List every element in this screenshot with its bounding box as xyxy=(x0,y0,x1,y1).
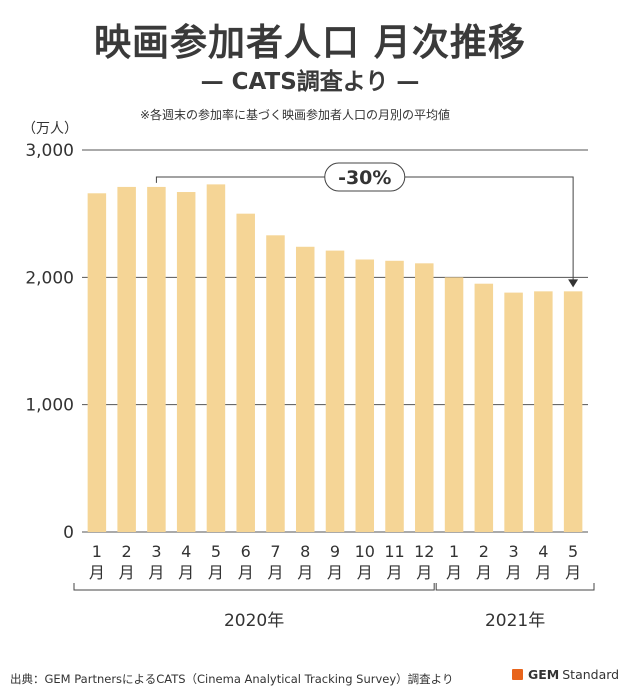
x-tick-label-number: 4 xyxy=(538,542,548,561)
bar xyxy=(355,259,375,532)
annotation-pill xyxy=(324,162,406,192)
brand-logo: GEM Standard xyxy=(512,667,619,682)
bar xyxy=(385,260,404,532)
chart-title: 映画参加者人口 月次推移 xyxy=(94,21,526,64)
bar xyxy=(117,186,136,532)
x-tick-label-month: 月 xyxy=(357,563,373,582)
logo-gem-text: GEM xyxy=(528,667,560,682)
bar xyxy=(474,283,494,532)
x-tick-label-number: 2 xyxy=(479,542,489,561)
y-tick-label: 3,000 xyxy=(25,141,74,161)
bar xyxy=(176,192,196,532)
x-tick-label-number: 11 xyxy=(384,542,404,561)
bar xyxy=(444,277,464,532)
chart-note: ※各週末の参加率に基づく映画参加者人口の月別の平均値 xyxy=(140,108,451,122)
x-tick-label-number: 3 xyxy=(508,542,518,561)
y-axis-unit: （万人） xyxy=(22,121,78,137)
x-tick-label-number: 1 xyxy=(449,542,459,561)
x-tick-label-month: 月 xyxy=(506,563,522,582)
annotation-label: -30% xyxy=(338,167,391,189)
x-tick-label-number: 9 xyxy=(330,542,340,561)
y-tick-label: 2,000 xyxy=(25,268,74,288)
x-tick-label-number: 2 xyxy=(122,542,132,561)
x-tick-label-month: 月 xyxy=(327,563,343,582)
bar xyxy=(206,184,226,532)
source-credit: 出典：GEM PartnersによるCATS（Cinema Analytical… xyxy=(10,672,454,686)
x-tick-label-month: 月 xyxy=(387,563,403,582)
bar xyxy=(147,186,166,532)
annotation-arrowhead-icon xyxy=(568,279,579,288)
logo-standard-text: Standard xyxy=(562,667,620,682)
x-tick-label-month: 月 xyxy=(476,563,492,582)
bar xyxy=(534,291,553,532)
x-tick-label-number: 12 xyxy=(414,542,434,561)
bar xyxy=(563,291,583,532)
bar xyxy=(325,250,345,533)
year-bracket xyxy=(435,583,595,591)
x-tick-label-month: 月 xyxy=(119,563,135,582)
x-tick-label-month: 月 xyxy=(267,563,283,582)
x-tick-label-number: 8 xyxy=(300,542,310,561)
bar xyxy=(504,292,523,532)
x-tick-label-month: 月 xyxy=(416,563,432,582)
x-tick-label-month: 月 xyxy=(446,563,462,582)
x-tick-label-number: 10 xyxy=(355,542,375,561)
y-tick-label: 1,000 xyxy=(25,396,74,416)
bar xyxy=(415,263,434,532)
year-bracket xyxy=(73,583,435,591)
x-tick-label-month: 月 xyxy=(89,563,105,582)
chart-subtitle: — CATS調査より — xyxy=(200,69,420,95)
x-tick-label-month: 月 xyxy=(565,563,581,582)
x-tick-label-number: 5 xyxy=(211,542,221,561)
bar xyxy=(295,246,315,533)
x-tick-label-number: 5 xyxy=(568,542,578,561)
year-label: 2020年 xyxy=(224,611,284,631)
bar xyxy=(87,193,107,532)
bar xyxy=(266,235,285,532)
logo-square-icon xyxy=(512,669,523,680)
x-tick-label-number: 7 xyxy=(270,542,280,561)
x-tick-label-month: 月 xyxy=(208,563,224,582)
year-label: 2021年 xyxy=(485,611,545,631)
bar xyxy=(236,213,255,532)
x-tick-label-month: 月 xyxy=(178,563,194,582)
x-tick-label-month: 月 xyxy=(535,563,551,582)
x-tick-label-month: 月 xyxy=(297,563,313,582)
x-tick-label-month: 月 xyxy=(238,563,254,582)
y-tick-label: 0 xyxy=(63,523,74,543)
x-tick-label-number: 1 xyxy=(92,542,102,561)
x-tick-label-number: 6 xyxy=(241,542,251,561)
x-tick-label-number: 3 xyxy=(151,542,161,561)
x-tick-label-number: 4 xyxy=(181,542,191,561)
x-tick-label-month: 月 xyxy=(148,563,164,582)
